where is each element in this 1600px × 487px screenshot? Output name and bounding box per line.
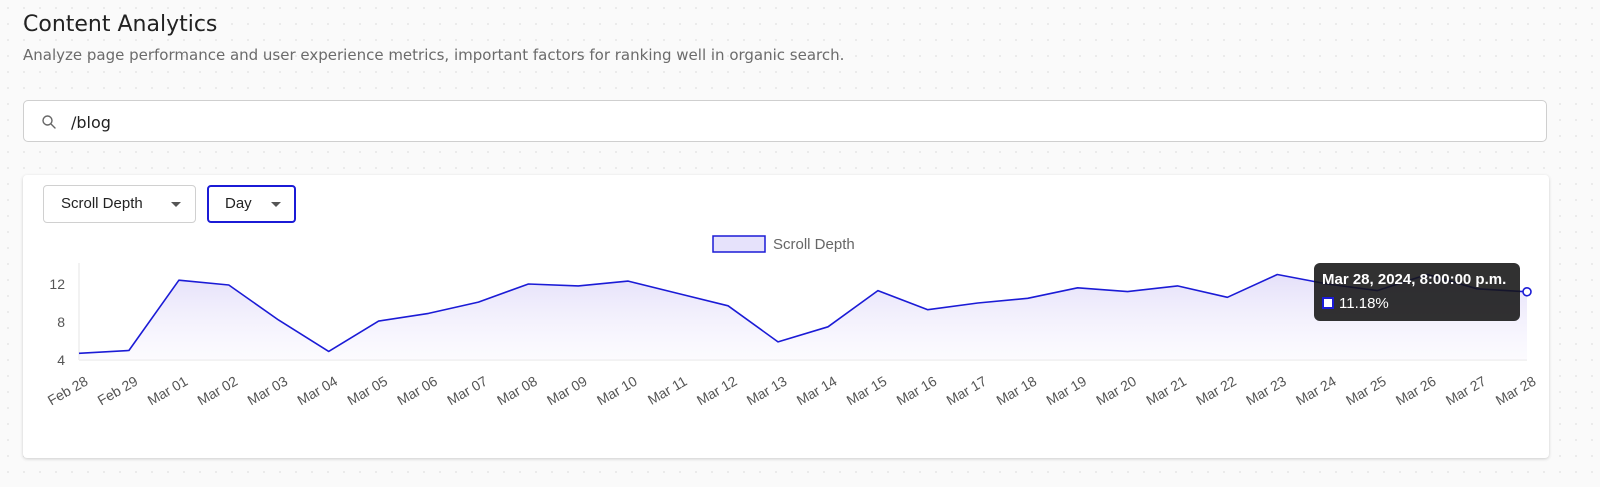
x-tick-label: Mar 18 <box>993 373 1039 409</box>
chart-tooltip: Mar 28, 2024, 8:00:00 p.m. 11.18% <box>1314 263 1520 321</box>
x-tick-label: Mar 10 <box>594 373 640 409</box>
series-area <box>79 274 1527 360</box>
legend-label: Scroll Depth <box>773 236 855 253</box>
tooltip-value: 11.18% <box>1339 295 1389 312</box>
x-tick-label: Mar 06 <box>394 373 440 409</box>
x-tick-label: Mar 08 <box>494 373 540 409</box>
x-tick-label: Mar 23 <box>1243 373 1289 409</box>
x-tick-label: Mar 26 <box>1393 373 1439 409</box>
page-title: Content Analytics <box>23 12 218 37</box>
x-tick-label: Mar 17 <box>944 373 990 409</box>
x-tick-label: Mar 09 <box>544 373 590 409</box>
search-input[interactable] <box>69 101 1473 143</box>
x-tick-label: Mar 22 <box>1193 373 1239 409</box>
series-line-scroll-depth <box>78 273 1528 355</box>
search-icon <box>42 115 56 129</box>
y-tick-label: 8 <box>57 314 65 330</box>
x-tick-label: Mar 27 <box>1443 373 1489 409</box>
metric-select[interactable]: Scroll Depth <box>43 185 196 223</box>
data-point[interactable] <box>1522 286 1532 297</box>
search-box[interactable] <box>23 100 1547 143</box>
tooltip-title: Mar 28, 2024, 8:00:00 p.m. <box>1322 271 1507 288</box>
x-tick-label: Mar 03 <box>244 373 290 409</box>
page-subtitle: Analyze page performance and user experi… <box>23 46 845 64</box>
period-select-value: Day <box>225 195 252 212</box>
x-tick-label: Mar 05 <box>344 373 390 409</box>
x-tick-label: Feb 28 <box>45 373 91 409</box>
x-tick-label: Mar 02 <box>195 373 241 409</box>
tooltip-swatch <box>1322 297 1334 309</box>
x-tick-label: Mar 24 <box>1293 373 1339 409</box>
x-tick-label: Mar 20 <box>1093 373 1139 409</box>
x-tick-label: Mar 19 <box>1043 373 1089 409</box>
x-tick-label: Mar 07 <box>444 373 490 409</box>
period-select[interactable]: Day <box>207 185 296 223</box>
x-tick-label: Mar 04 <box>294 373 340 409</box>
x-tick-label: Mar 12 <box>694 373 740 409</box>
caret-down-icon <box>271 202 281 207</box>
x-tick-label: Mar 11 <box>645 373 690 408</box>
legend-swatch <box>712 235 766 253</box>
chart-card: Scroll Depth Day Scroll Depth 4 8 12 Feb 2… <box>23 175 1549 458</box>
x-tick-label: Mar 13 <box>744 373 790 409</box>
chart-legend: Scroll Depth <box>712 235 855 253</box>
y-tick-label: 4 <box>57 352 65 368</box>
x-tick-label: Mar 25 <box>1343 373 1389 409</box>
x-tick-label: Feb 29 <box>95 373 141 409</box>
y-tick-label: 12 <box>49 276 65 292</box>
x-tick-label: Mar 14 <box>794 373 840 409</box>
x-tick-label: Mar 16 <box>894 373 940 409</box>
metric-select-value: Scroll Depth <box>61 195 143 212</box>
x-tick-label: Mar 21 <box>1143 373 1189 409</box>
caret-down-icon <box>171 202 181 207</box>
x-tick-label: Mar 01 <box>145 373 191 409</box>
x-tick-label: Mar 15 <box>844 373 890 409</box>
x-tick-label: Mar 28 <box>1493 373 1539 409</box>
